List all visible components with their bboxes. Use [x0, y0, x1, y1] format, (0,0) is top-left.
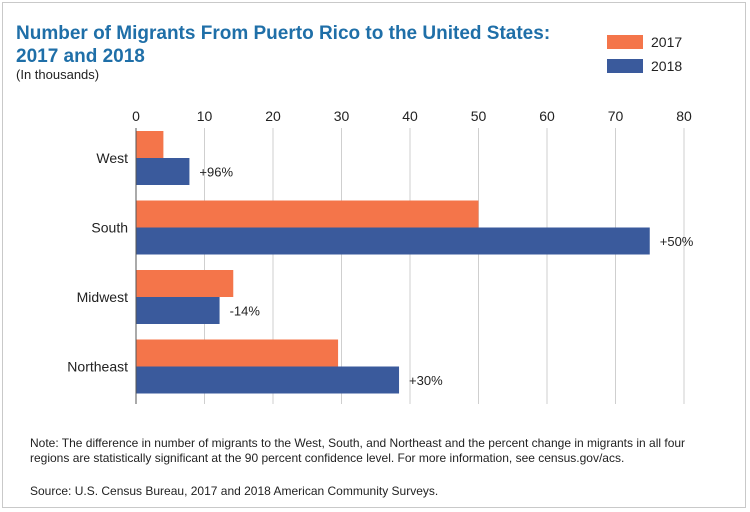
bar-2018 [136, 158, 190, 185]
bar-2018 [136, 297, 220, 324]
legend-item-2018: 2018 [607, 54, 682, 78]
x-tick-label: 70 [608, 108, 624, 124]
legend-label-2018: 2018 [651, 58, 683, 74]
bar-2017 [136, 270, 234, 297]
x-tick-label: 30 [334, 108, 350, 124]
data-label: +30% [409, 373, 443, 388]
bar-2017 [136, 200, 479, 228]
chart-subtitle: (In thousands) [16, 67, 100, 82]
chart-note: Note: The difference in number of migran… [30, 436, 686, 465]
x-tick-label: 60 [539, 108, 555, 124]
data-label: -14% [230, 304, 261, 319]
x-tick-label: 10 [197, 108, 213, 124]
bar-2018 [136, 227, 650, 255]
x-tick-label: 40 [402, 108, 418, 124]
data-label: +50% [660, 234, 694, 249]
legend-swatch-2018 [607, 59, 643, 73]
data-label: +96% [199, 165, 233, 180]
legend-label-2017: 2017 [651, 34, 683, 50]
legend-swatch-2017 [607, 35, 643, 49]
x-tick-label: 0 [132, 108, 140, 124]
legend-item-2017: 2017 [607, 30, 682, 54]
x-tick-label: 20 [265, 108, 281, 124]
bar-2017 [136, 339, 339, 367]
category-label: South [91, 220, 128, 236]
category-label: West [96, 150, 128, 166]
bar-2018 [136, 366, 400, 394]
category-label: Northeast [67, 359, 128, 375]
x-tick-label: 50 [471, 108, 487, 124]
chart-title: Number of Migrants From Puerto Rico to t… [16, 23, 551, 67]
x-tick-label: 80 [676, 108, 692, 124]
bar-2017 [136, 131, 164, 158]
category-label: Midwest [77, 289, 128, 305]
chart-source: Source: U.S. Census Bureau, 2017 and 201… [30, 484, 439, 498]
legend: 2017 2018 [607, 30, 682, 78]
